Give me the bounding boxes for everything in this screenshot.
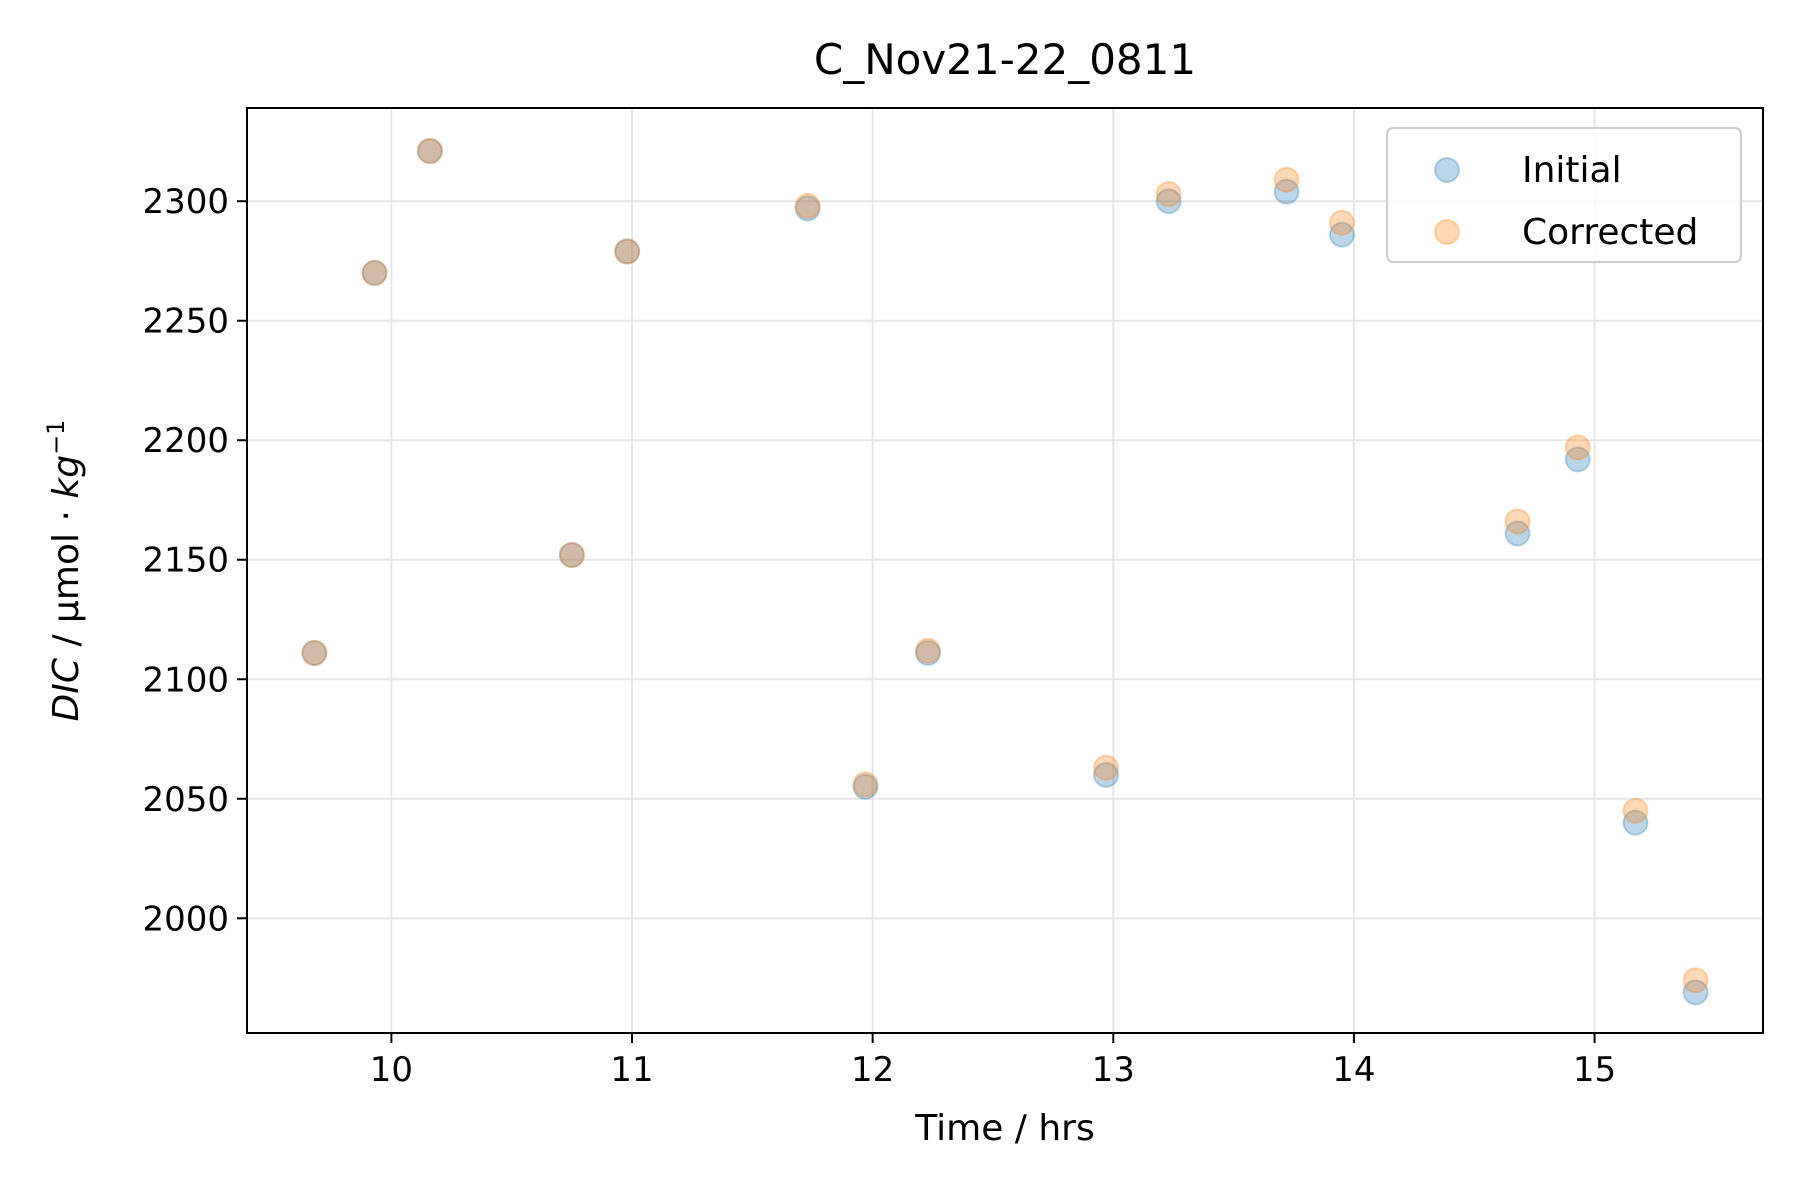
chart-title: C_Nov21-22_0811	[814, 35, 1196, 84]
legend: Initial Corrected	[1386, 127, 1742, 263]
grid	[247, 108, 1763, 1033]
data-point	[301, 639, 328, 666]
data-point	[1155, 181, 1182, 208]
y-axis-ticks: 2000 2050 2100 2150 2200 2250 2300	[142, 182, 247, 939]
data-point	[614, 238, 641, 265]
data-point	[1564, 446, 1591, 473]
x-tick-label: 11	[610, 1050, 653, 1090]
data-point	[361, 259, 388, 286]
legend-label: Initial	[1522, 150, 1622, 191]
data-point	[852, 771, 879, 798]
y-tick-label: 2000	[142, 899, 229, 939]
data-point	[1622, 809, 1649, 836]
data-points	[301, 138, 1709, 1006]
y-axis-label-quantity: DIC	[46, 657, 87, 721]
y-tick-label: 2150	[142, 541, 229, 581]
x-tick-label: 13	[1092, 1050, 1135, 1090]
data-point	[416, 138, 443, 165]
y-tick-label: 2300	[142, 182, 229, 222]
data-point	[301, 639, 328, 666]
x-tick-label: 15	[1573, 1050, 1616, 1090]
legend-marker	[1434, 219, 1460, 245]
data-point	[1328, 221, 1355, 248]
data-point	[1093, 761, 1120, 788]
data-point	[794, 192, 821, 219]
data-point	[852, 773, 879, 800]
data-point	[1273, 178, 1300, 205]
data-point	[1622, 797, 1649, 824]
data-point	[794, 195, 821, 222]
series-initial	[301, 138, 1709, 1006]
y-axis-label-unit-kg: kg	[46, 455, 87, 499]
y-axis-label-unit: / µmol ·	[46, 499, 87, 658]
data-point	[1682, 979, 1709, 1006]
data-point	[1504, 520, 1531, 547]
y-tick-label: 2200	[142, 421, 229, 461]
x-tick-label: 14	[1332, 1050, 1375, 1090]
x-axis-ticks: 10 11 12 13 14 15	[370, 1033, 1616, 1090]
data-point	[361, 259, 388, 286]
legend-marker	[1434, 157, 1460, 183]
y-tick-label: 2050	[142, 780, 229, 820]
x-tick-label: 12	[851, 1050, 894, 1090]
x-tick-label: 10	[370, 1050, 413, 1090]
y-axis-label: DIC / µmol · kg−1	[42, 420, 87, 722]
plot-frame	[246, 107, 1764, 1034]
legend-box	[1386, 127, 1742, 263]
legend-label: Corrected	[1522, 212, 1698, 253]
data-point	[416, 138, 443, 165]
data-point	[1504, 508, 1531, 535]
data-point	[1273, 166, 1300, 193]
y-tick-label: 2100	[142, 660, 229, 700]
data-point	[1682, 967, 1709, 994]
data-point	[614, 238, 641, 265]
data-point	[1564, 434, 1591, 461]
y-axis-label-exponent: −1	[42, 420, 70, 455]
data-point	[558, 541, 585, 568]
x-axis-label: Time / hrs	[914, 1108, 1095, 1149]
data-point	[558, 541, 585, 568]
data-point	[914, 639, 941, 666]
series-corrected	[301, 138, 1709, 994]
data-point	[1155, 188, 1182, 215]
data-point	[1093, 754, 1120, 781]
y-tick-label: 2250	[142, 302, 229, 342]
data-point	[1328, 209, 1355, 236]
data-point	[914, 637, 941, 664]
